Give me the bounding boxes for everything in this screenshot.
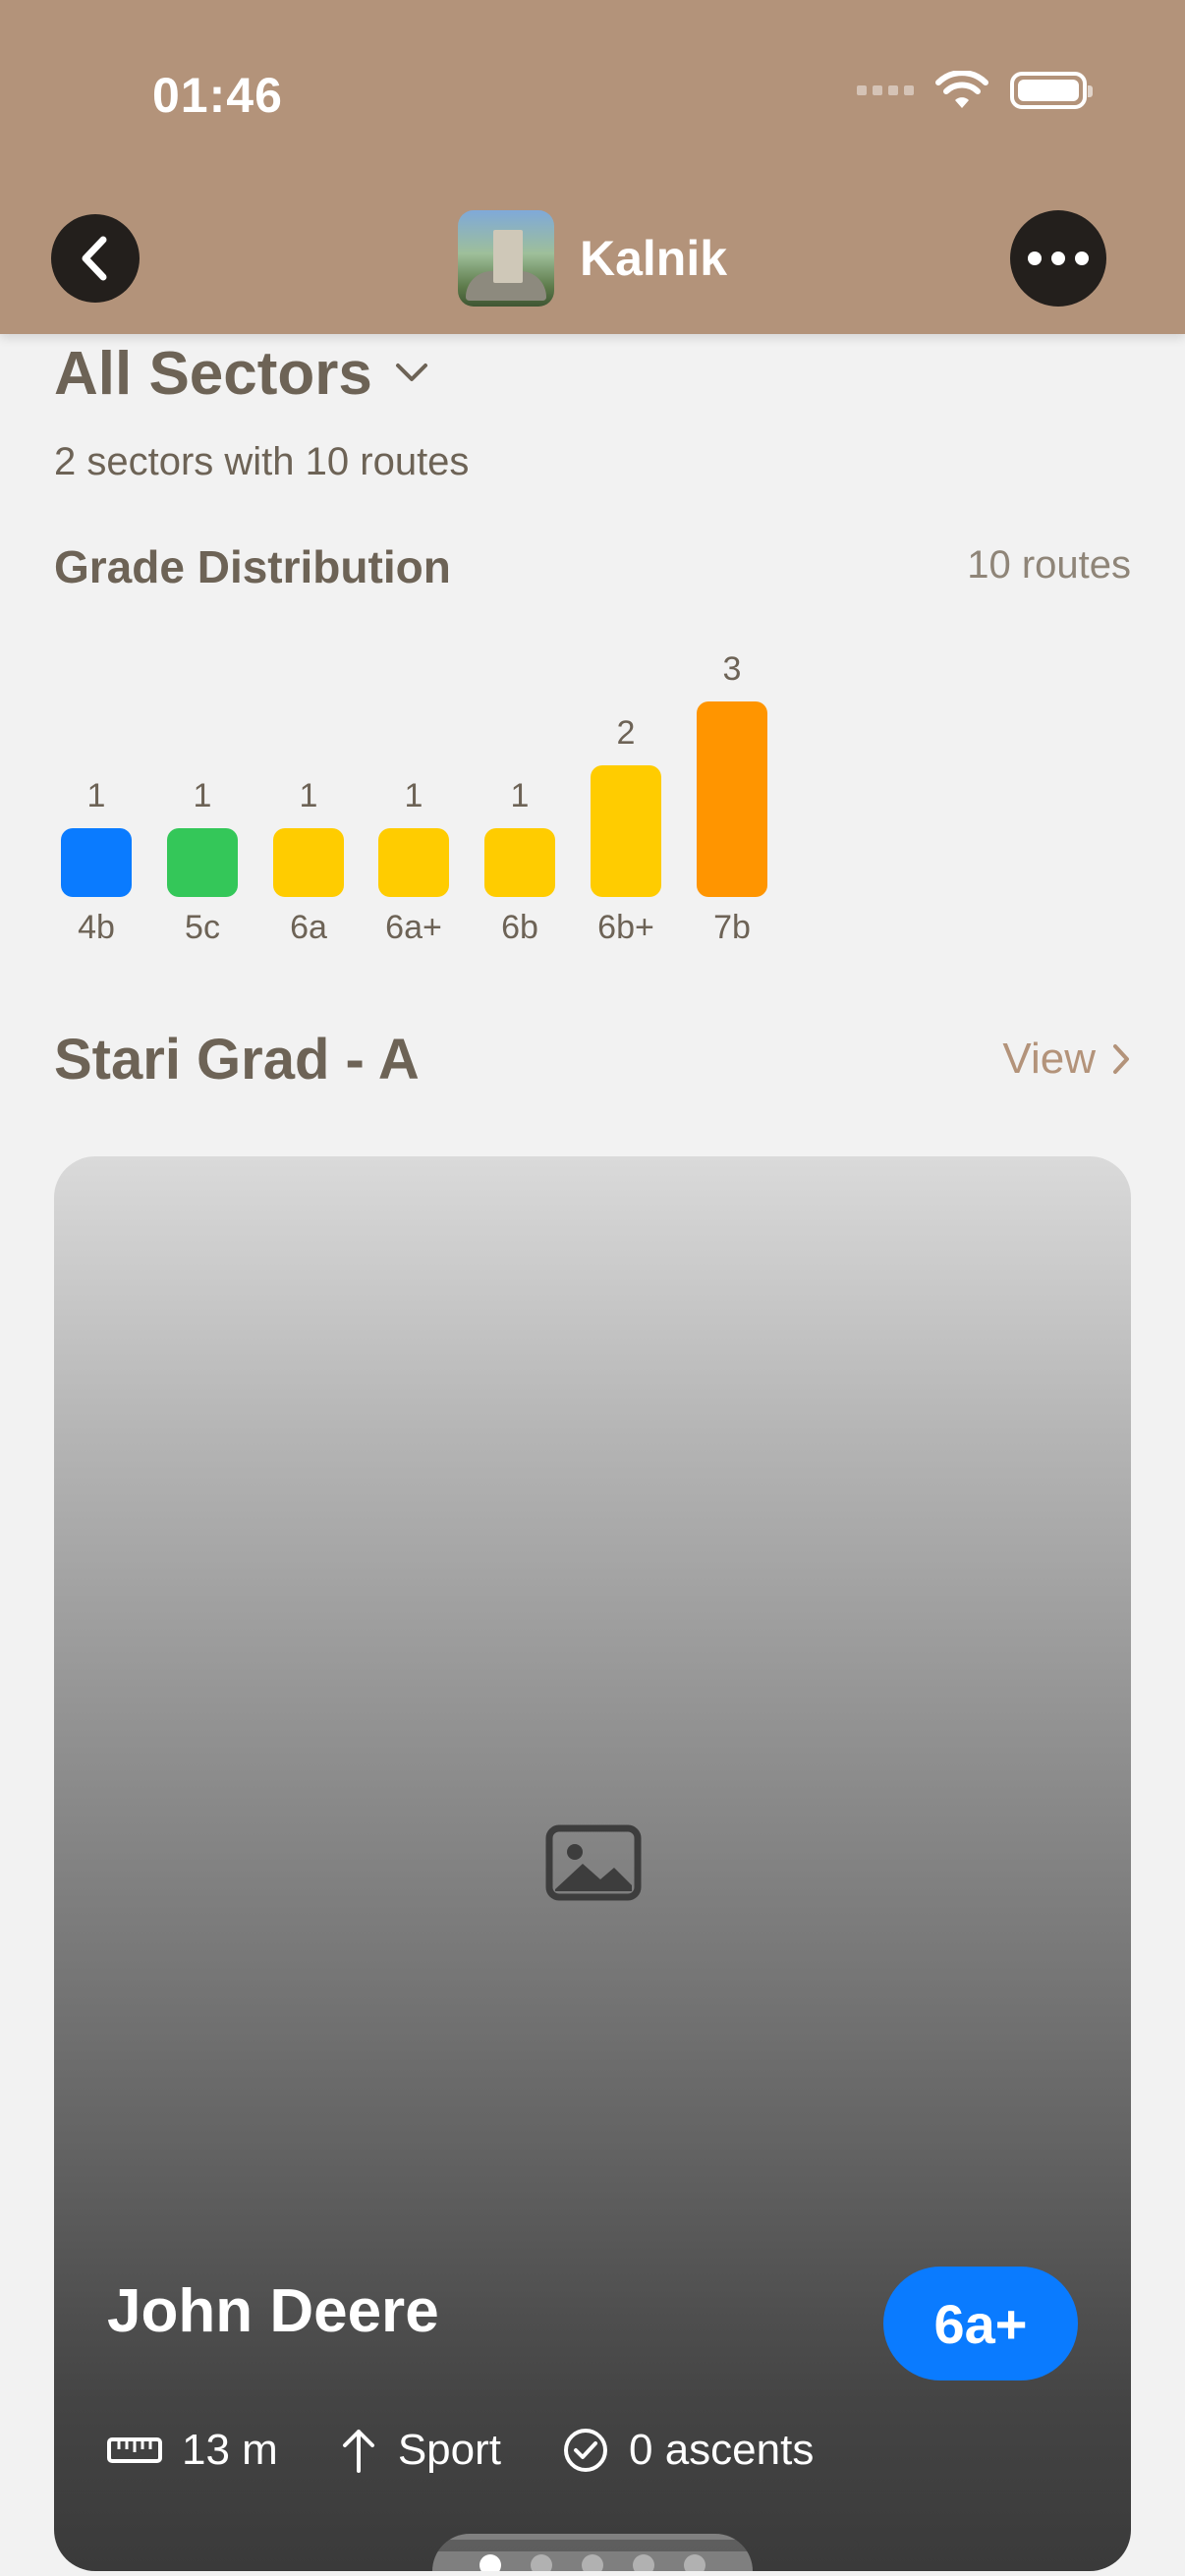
chevron-right-icon: [1113, 1044, 1129, 1074]
bar-value-6b: 1: [510, 777, 530, 814]
route-type: Sport: [339, 2426, 501, 2475]
view-label: View: [1002, 1035, 1096, 1083]
navigation-header: 01:46 Kalnik: [0, 0, 1185, 334]
more-options-button[interactable]: [1010, 210, 1106, 307]
bar-6b: [484, 828, 555, 897]
bar-value-4b: 1: [86, 777, 106, 814]
bar-6a: [273, 828, 344, 897]
sector-name: Stari Grad - A: [54, 1028, 420, 1092]
sector-picker[interactable]: All Sectors: [54, 340, 372, 408]
page-dot[interactable]: [582, 2554, 603, 2571]
grade-distribution-title: Grade Distribution: [54, 541, 451, 592]
bar-6b+: [591, 765, 661, 897]
home-indicator: [326, 2540, 859, 2551]
bar-label-6a+: 6a+: [385, 909, 442, 946]
status-time: 01:46: [152, 68, 283, 123]
photo-icon: [545, 1824, 642, 1901]
route-name: John Deere: [107, 2277, 439, 2345]
bar-4b: [61, 828, 132, 897]
bar-label-7b: 7b: [713, 909, 751, 946]
bar-value-6a+: 1: [404, 777, 423, 814]
route-type-value: Sport: [397, 2426, 501, 2474]
bar-value-7b: 3: [722, 650, 742, 688]
wifi-icon: [935, 71, 988, 108]
page-dot[interactable]: [480, 2554, 501, 2571]
cellular-signal-icon: [857, 85, 914, 95]
bar-label-6b+: 6b+: [597, 909, 654, 946]
route-meta: 13 m Sport 0 ascents: [107, 2426, 875, 2475]
chevron-left-icon: [82, 236, 107, 281]
chevron-down-icon[interactable]: [395, 362, 428, 383]
header-title-group[interactable]: Kalnik: [0, 210, 1185, 307]
crag-thumbnail: [457, 210, 554, 307]
bar-label-4b: 4b: [78, 909, 115, 946]
checkmark-circle-icon: [564, 2429, 607, 2472]
grade-distribution-chart: 1 4b 1 5c 1 6a 1 6a+ 1 6b 2 6b+ 3 7b: [0, 629, 1185, 963]
bar-6a+: [378, 828, 449, 897]
route-grade-badge: 6a+: [883, 2267, 1078, 2380]
bar-value-5c: 1: [193, 777, 212, 814]
status-icons: [857, 71, 1093, 110]
ellipsis-icon: [1028, 252, 1089, 265]
route-ascents-value: 0 ascents: [629, 2426, 815, 2474]
bar-label-6a: 6a: [290, 909, 327, 946]
bar-value-6b+: 2: [616, 714, 636, 752]
route-ascents: 0 ascents: [562, 2426, 814, 2475]
view-sector-link[interactable]: View: [1002, 1035, 1131, 1084]
page-dot[interactable]: [684, 2554, 705, 2571]
bar-label-6b: 6b: [501, 909, 538, 946]
crag-title: Kalnik: [579, 231, 728, 286]
sectors-summary: 2 sectors with 10 routes: [54, 440, 470, 483]
page-dot[interactable]: [633, 2554, 654, 2571]
route-length: 13 m: [107, 2426, 278, 2475]
bar-value-6a: 1: [299, 777, 318, 814]
arrow-up-icon: [342, 2430, 374, 2473]
bar-5c: [167, 828, 238, 897]
page-dot[interactable]: [531, 2554, 552, 2571]
route-length-value: 13 m: [182, 2426, 278, 2474]
grade-distribution-count: 10 routes: [967, 543, 1131, 587]
back-button[interactable]: [51, 214, 140, 303]
bar-label-5c: 5c: [185, 909, 220, 946]
route-card[interactable]: John Deere 6a+ 13 m Sport: [54, 1156, 1131, 2571]
ruler-icon: [107, 2437, 162, 2463]
bar-7b: [697, 701, 767, 897]
battery-icon: [1010, 72, 1093, 109]
